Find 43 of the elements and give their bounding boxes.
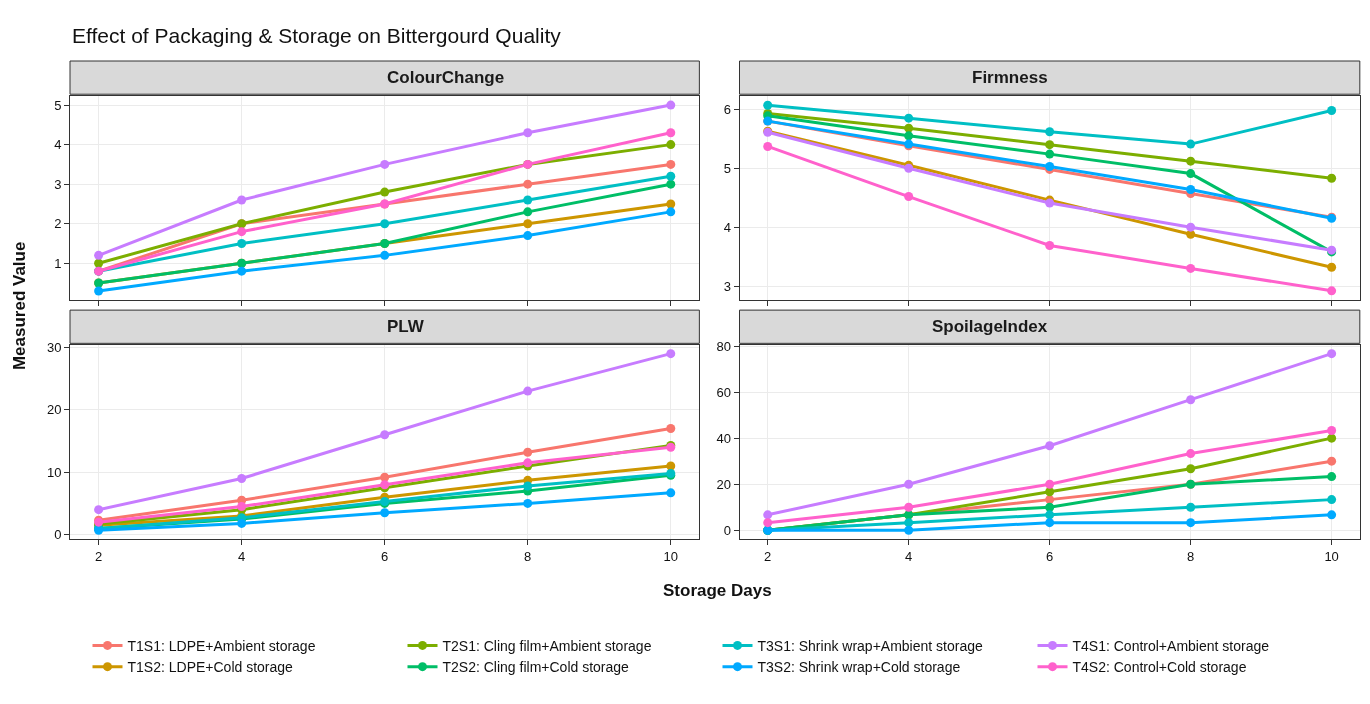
x-tick-label: 4 (905, 548, 913, 564)
chart-title: Firmness (972, 68, 1048, 87)
y-tick-label: 60 (716, 384, 731, 400)
y-tick-label: 20 (46, 402, 62, 418)
x-tick-label: 8 (1187, 548, 1195, 564)
y-tick-label: 40 (716, 430, 731, 446)
x-tick-label: 2 (94, 548, 103, 564)
y-tick-label: 3 (723, 278, 731, 294)
chart-title: PLW (387, 317, 425, 336)
y-tick-label: 5 (723, 160, 731, 176)
legend-label: T4S1: Control+Ambient storage (1072, 637, 1270, 654)
y-tick-label: 6 (723, 101, 731, 117)
y-tick-label: 4 (723, 219, 731, 235)
x-tick-label: 4 (238, 548, 246, 564)
y-tick-label: 20 (716, 476, 731, 492)
x-tick-label: 8 (524, 548, 532, 564)
y-tick-label: 5 (54, 97, 62, 113)
legend-label: T1S2: LDPE+Cold storage (127, 659, 294, 676)
y-tick-label: 0 (723, 522, 731, 538)
chart-title: ColourChange (387, 68, 505, 87)
y-axis-title: Measured Value (10, 241, 30, 371)
legend-label: T2S2: Cling film+Cold storage (442, 659, 630, 676)
y-tick-label: 30 (46, 339, 62, 355)
y-tick-label: 4 (54, 137, 62, 153)
chart-title: SpoilageIndex (932, 317, 1048, 336)
legend-label: T3S2: Shrink wrap+Cold storage (757, 659, 961, 676)
x-tick-label: 10 (663, 548, 678, 564)
y-tick-label: 80 (716, 338, 731, 354)
legend-label: T4S2: Control+Cold storage (1072, 659, 1247, 676)
y-tick-label: 3 (54, 176, 62, 192)
x-tick-label: 6 (381, 548, 389, 564)
legend-label: T3S1: Shrink wrap+Ambient storage (757, 637, 983, 654)
legend-label: T1S1: LDPE+Ambient storage (127, 637, 316, 654)
y-tick-label: 10 (46, 464, 62, 480)
x-tick-label: 6 (1046, 548, 1054, 564)
x-axis-title: Storage Days (663, 581, 772, 600)
x-tick-label: 10 (1324, 548, 1339, 564)
y-tick-label: 0 (54, 527, 62, 543)
legend-label: T2S1: Cling film+Ambient storage (442, 637, 652, 654)
x-tick-label: 2 (764, 548, 772, 564)
y-tick-label: 1 (54, 255, 62, 271)
text: Effect of Packaging & Storage on Bittergourd Quality (72, 24, 562, 47)
y-tick-label: 2 (54, 216, 62, 232)
